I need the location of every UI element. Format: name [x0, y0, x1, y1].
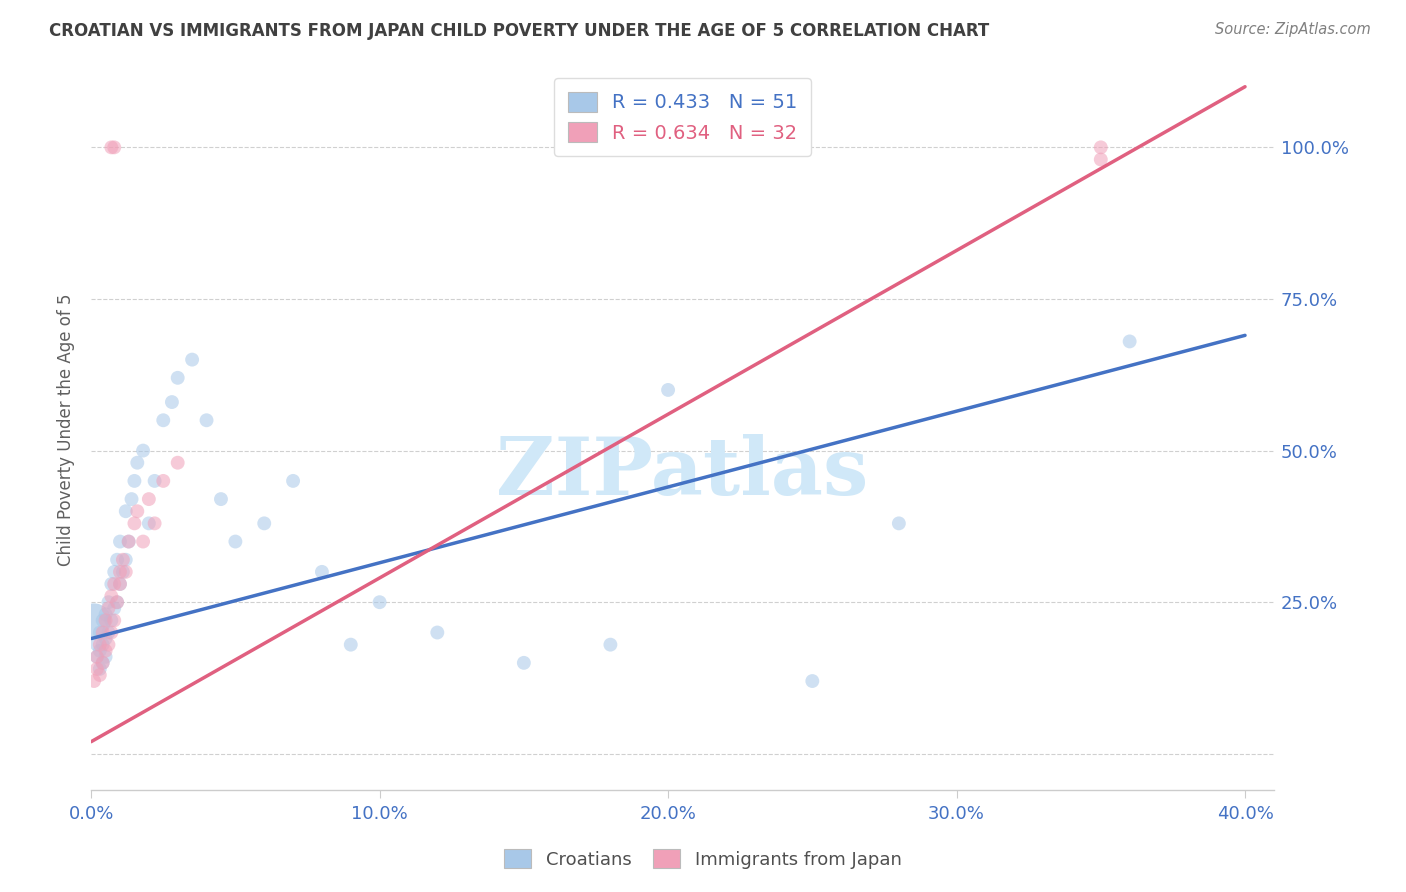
Point: [195, 413, 218, 427]
Point: [86, 662, 108, 676]
Point: [94, 614, 117, 628]
Point: [83, 673, 105, 688]
Point: [100, 614, 122, 628]
Point: [89, 668, 111, 682]
Point: [118, 534, 141, 549]
Point: [513, 656, 536, 670]
Point: [108, 577, 131, 591]
Point: [108, 534, 131, 549]
Point: [143, 516, 166, 531]
Point: [1118, 334, 1140, 349]
Point: [311, 565, 333, 579]
Point: [100, 140, 122, 154]
Point: [100, 625, 122, 640]
Point: [103, 565, 125, 579]
Point: [132, 443, 155, 458]
Point: [127, 504, 149, 518]
Point: [114, 504, 136, 518]
Point: [97, 601, 120, 615]
Point: [97, 595, 120, 609]
Point: [100, 589, 122, 603]
Point: [1090, 140, 1112, 154]
Point: [105, 595, 128, 609]
Point: [97, 625, 120, 640]
Point: [281, 474, 304, 488]
Point: [89, 662, 111, 676]
Point: [108, 565, 131, 579]
Point: [152, 413, 174, 427]
Text: CROATIAN VS IMMIGRANTS FROM JAPAN CHILD POVERTY UNDER THE AGE OF 5 CORRELATION C: CROATIAN VS IMMIGRANTS FROM JAPAN CHILD …: [49, 22, 990, 40]
Point: [114, 553, 136, 567]
Point: [138, 492, 160, 507]
Point: [166, 371, 188, 385]
Point: [94, 644, 117, 658]
Legend: Croatians, Immigrants from Japan: Croatians, Immigrants from Japan: [498, 842, 908, 876]
Point: [94, 649, 117, 664]
Point: [86, 649, 108, 664]
Point: [599, 638, 621, 652]
Point: [209, 492, 232, 507]
Point: [111, 553, 134, 567]
Point: [114, 565, 136, 579]
Point: [887, 516, 910, 531]
Point: [253, 516, 276, 531]
Point: [224, 534, 246, 549]
Point: [124, 474, 146, 488]
Point: [426, 625, 449, 640]
Point: [121, 492, 143, 507]
Point: [132, 534, 155, 549]
Point: [91, 638, 114, 652]
Point: [166, 456, 188, 470]
Point: [181, 352, 204, 367]
Point: [91, 656, 114, 670]
Point: [83, 614, 105, 628]
Point: [105, 553, 128, 567]
Point: [127, 456, 149, 470]
Y-axis label: Child Poverty Under the Age of 5: Child Poverty Under the Age of 5: [58, 293, 75, 566]
Point: [143, 474, 166, 488]
Point: [89, 638, 111, 652]
Legend: R = 0.433   N = 51, R = 0.634   N = 32: R = 0.433 N = 51, R = 0.634 N = 32: [554, 78, 811, 156]
Point: [103, 577, 125, 591]
Point: [105, 595, 128, 609]
Text: Source: ZipAtlas.com: Source: ZipAtlas.com: [1215, 22, 1371, 37]
Point: [89, 625, 111, 640]
Point: [368, 595, 391, 609]
Point: [103, 601, 125, 615]
Point: [100, 577, 122, 591]
Point: [97, 638, 120, 652]
Point: [160, 395, 183, 409]
Point: [94, 632, 117, 646]
Point: [124, 516, 146, 531]
Point: [103, 614, 125, 628]
Point: [138, 516, 160, 531]
Point: [103, 140, 125, 154]
Point: [86, 649, 108, 664]
Point: [1090, 153, 1112, 167]
Point: [118, 534, 141, 549]
Point: [801, 673, 824, 688]
Point: [339, 638, 361, 652]
Point: [94, 607, 117, 622]
Point: [111, 565, 134, 579]
Point: [108, 577, 131, 591]
Point: [91, 656, 114, 670]
Point: [91, 625, 114, 640]
Point: [657, 383, 679, 397]
Point: [89, 644, 111, 658]
Point: [91, 614, 114, 628]
Point: [152, 474, 174, 488]
Text: ZIPatlas: ZIPatlas: [496, 434, 869, 512]
Point: [86, 638, 108, 652]
